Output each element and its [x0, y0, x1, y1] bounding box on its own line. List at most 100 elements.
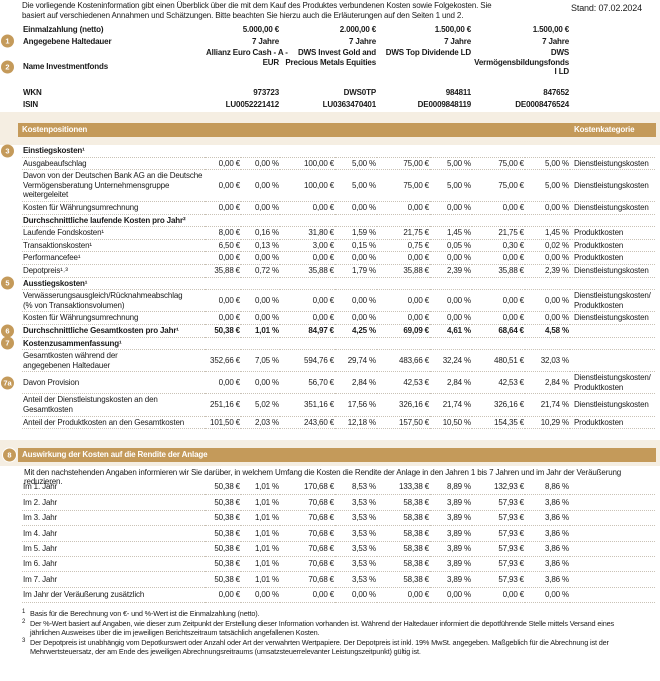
row-label: WKN — [22, 87, 205, 99]
cost-category — [570, 214, 655, 228]
cost-value: 0,00 % — [241, 289, 280, 313]
badge: 7a — [1, 376, 14, 390]
cost-value: 0,00 € — [205, 157, 241, 171]
cost-value: 84,97 € — [280, 324, 335, 338]
cost-value — [205, 145, 241, 158]
cost-value: 1,45 % — [525, 226, 570, 240]
spacer — [570, 480, 655, 496]
badge: 6 — [1, 324, 14, 338]
impact-value: 57,93 € — [472, 556, 525, 573]
text: 70,68 € — [308, 574, 334, 584]
text: Dienstleistungskosten — [574, 202, 649, 212]
text: 0,00 € — [312, 295, 334, 305]
impact-value: 1,01 % — [241, 525, 280, 542]
text: Dienstleistungskosten — [574, 158, 649, 168]
text: 0,05 % — [446, 240, 471, 250]
text: 69,09 € — [403, 325, 429, 335]
impact-value: 70,68 € — [280, 494, 335, 511]
cost-value: 75,00 € — [377, 157, 430, 171]
text: 0,00 € — [502, 253, 524, 263]
cost-value: 157,50 € — [377, 416, 430, 430]
footnote-text: Der %-Wert basiert auf Angaben, wie dies… — [30, 619, 615, 638]
cost-value: 0,00 % — [335, 311, 377, 325]
fund-value: LU0363470401 — [280, 99, 377, 111]
summary-row: Einmalzahlung (netto) 5.000,00 € 2.000,00 … — [22, 24, 655, 36]
text: 35,88 € — [498, 265, 524, 275]
impact-value: 3,89 % — [430, 494, 472, 511]
text: 58,38 € — [403, 513, 429, 523]
text: 70,68 € — [308, 559, 334, 569]
text: 0,00 % — [544, 313, 569, 323]
cost-value: 0,00 % — [241, 251, 280, 265]
cost-value: 5,00 % — [430, 169, 472, 202]
row-label: Im 1. Jahr — [22, 480, 205, 496]
text: 0,00 € — [218, 253, 240, 263]
cost-row: 5 Ausstiegskosten¹ — [1, 276, 655, 291]
text: 5,00 % — [544, 158, 569, 168]
fund-value: DWS Vermögensbildungsfonds I LD — [472, 47, 570, 87]
fund-value: 847652 — [472, 87, 570, 99]
text: 0,00 % — [254, 590, 279, 600]
text: 0,02 % — [544, 240, 569, 250]
text: 3,89 % — [446, 559, 471, 569]
badge: 5 — [1, 276, 14, 290]
text: 17,56 % — [347, 400, 376, 410]
impact-value: 3,53 % — [335, 494, 377, 511]
text: 31,80 € — [308, 228, 334, 238]
cost-value: 0,00 % — [241, 157, 280, 171]
text: 50,38 € — [214, 513, 240, 523]
text: WKN — [23, 88, 42, 98]
text: 157,50 € — [399, 417, 429, 427]
row-label: Kosten für Währungsumrechnung — [22, 201, 205, 215]
cost-row: 7 Kostenzusammenfassung¹ — [1, 336, 655, 351]
fund-value: LU0052221412 — [205, 99, 280, 111]
cost-value — [241, 214, 280, 228]
badge: 2 — [1, 60, 14, 74]
text-line: Precious Metals Equities — [285, 57, 377, 67]
spacer — [570, 87, 655, 99]
cost-value: 0,00 € — [377, 311, 430, 325]
text: 984811 — [445, 88, 472, 98]
cost-category — [570, 277, 655, 291]
text: 5,00 % — [446, 180, 471, 190]
cost-row: 7a Davon Provision 0,00 € 0,00 % 56,70 € 2,84… — [1, 371, 655, 395]
text-line: Davon von der Deutschen Bank AG an die D… — [23, 171, 203, 181]
row-label: 1 Angegebene Haltedauer — [1, 34, 205, 48]
text: 243,60 € — [304, 417, 334, 427]
section-title: Kostenpositionen — [22, 125, 88, 134]
text: 70,68 € — [308, 543, 334, 553]
cost-value: 0,00 % — [525, 289, 570, 313]
badge: 8 — [2, 447, 17, 463]
text: 3,89 % — [446, 528, 471, 538]
cost-value: 0,00 % — [241, 371, 280, 395]
cost-category: Dienstleistungskosten/Produktkosten — [570, 289, 655, 313]
costs-table: 3 Einstiegskosten¹ Ausgabeaufschlag 0,00 € 0… — [1, 144, 655, 430]
cost-value — [280, 145, 335, 158]
impact-value: 3,53 % — [335, 525, 377, 542]
row-label: Im 7. Jahr — [22, 571, 205, 588]
text: Einstiegskosten¹ — [23, 146, 85, 155]
cost-value: 2,03 % — [241, 416, 280, 430]
text: 1,59 % — [351, 228, 376, 238]
impact-value: 3,89 % — [430, 541, 472, 557]
section-title: Auswirkung der Kosten auf die Rendite de… — [22, 450, 208, 459]
impact-value: 8,89 % — [430, 480, 472, 496]
text: 132,93 € — [494, 482, 524, 492]
text: Kosten für Währungsumrechnung — [23, 313, 139, 323]
cost-value: 0,00 % — [335, 289, 377, 313]
text: 3,86 % — [544, 574, 569, 584]
impact-row: Im 6. Jahr 50,38 € 1,01 % 70,68 € 3,53 % 58,3… — [22, 556, 655, 573]
text: DWS0TP — [343, 88, 377, 98]
text: 1,01 % — [254, 513, 279, 523]
impact-value: 58,38 € — [377, 556, 430, 573]
cost-value — [241, 337, 280, 351]
text: 4,61 % — [446, 325, 471, 335]
text: 5.000,00 € — [242, 25, 280, 34]
text: 1.500,00 € — [532, 25, 570, 34]
text: Davon Provision — [23, 378, 80, 388]
cost-row: Gesamtkosten während der angegebenen Halt… — [22, 349, 655, 373]
spacer — [570, 36, 655, 48]
impact-value: 3,86 % — [525, 494, 570, 511]
text: 1,79 % — [351, 265, 376, 275]
text: Name Investmentfonds — [23, 62, 109, 72]
